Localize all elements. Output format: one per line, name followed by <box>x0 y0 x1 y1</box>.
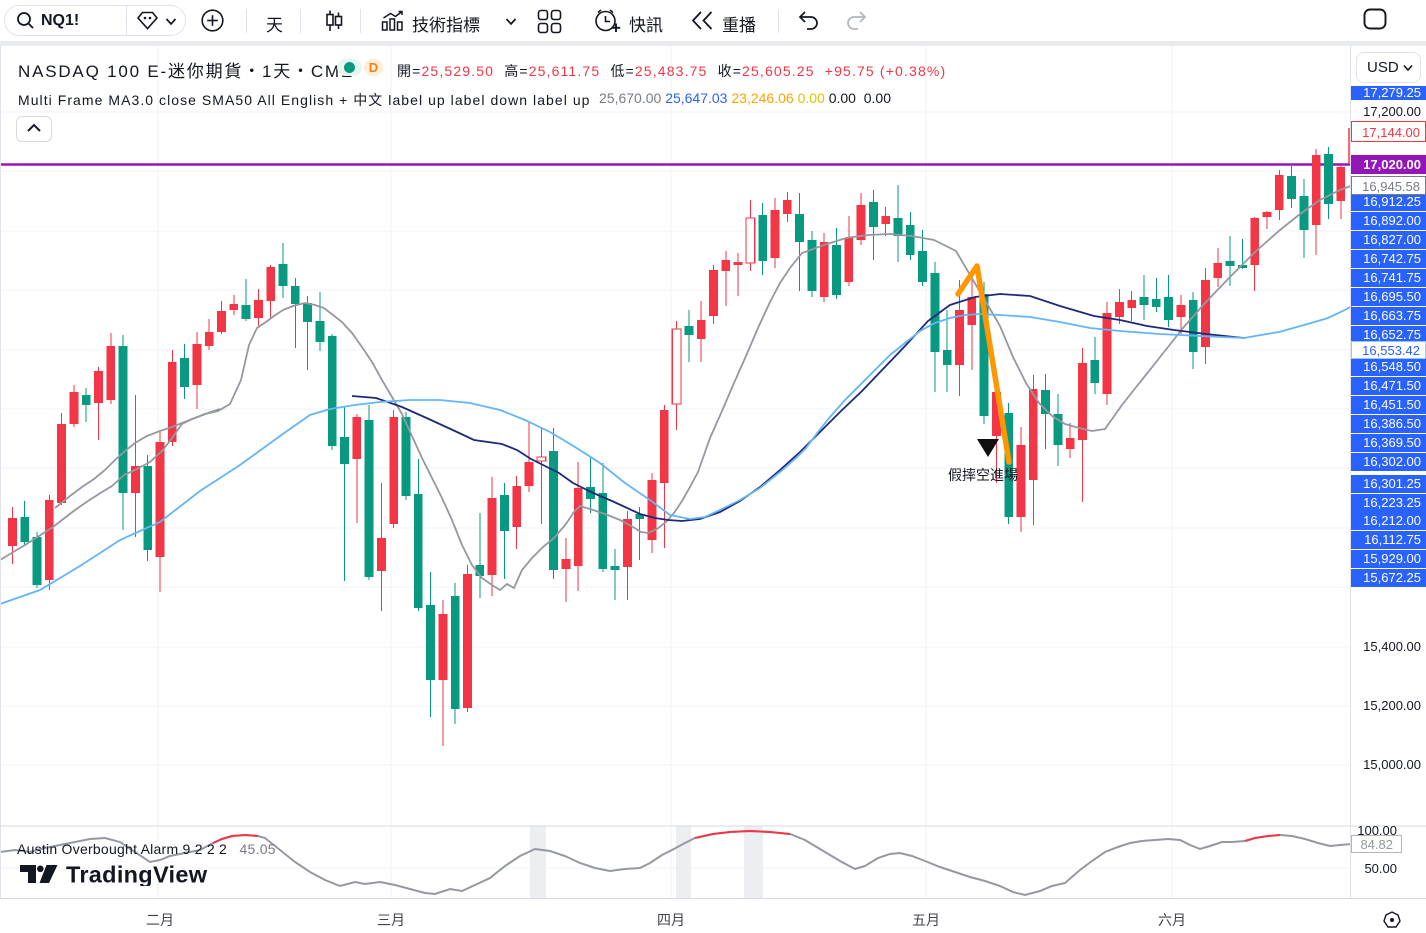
svg-text:TradingView: TradingView <box>66 864 208 886</box>
